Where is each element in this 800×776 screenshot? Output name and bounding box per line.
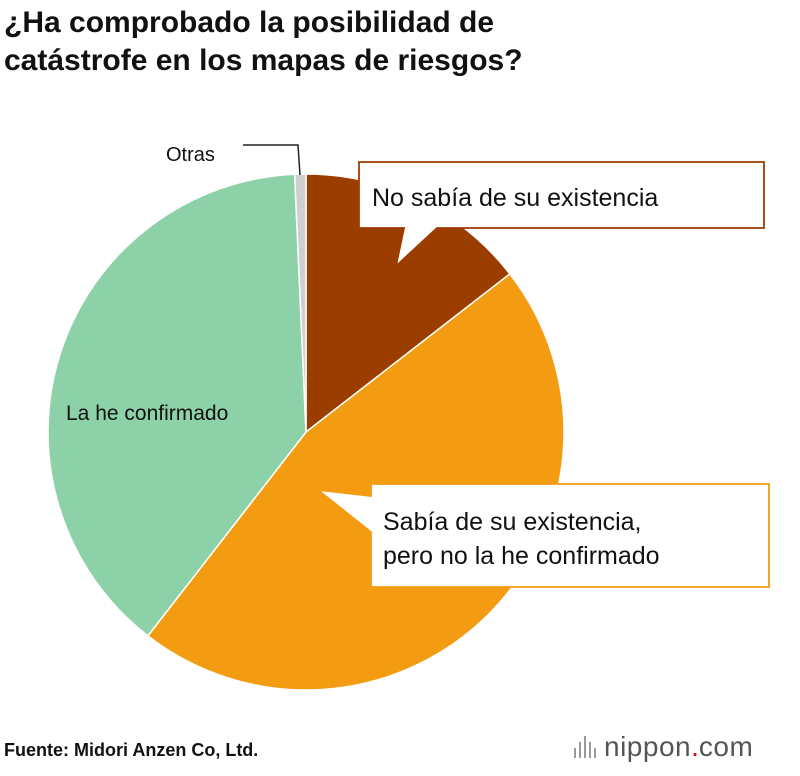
source-note: Fuente: Midori Anzen Co, Ltd. xyxy=(4,740,259,760)
confirmado-label: La he confirmado xyxy=(66,402,228,425)
pie-slices xyxy=(47,173,565,691)
no-sabia-label: No sabía de su existencia xyxy=(372,184,658,212)
no-sabia-callout-box xyxy=(358,161,765,269)
sabia-callout: Sabía de su existencia, pero no la he co… xyxy=(314,483,770,588)
nippon-logo: nippon. com xyxy=(574,731,753,763)
sabia-label-line-1: Sabía de su existencia, xyxy=(383,508,642,536)
brand-tld: com xyxy=(698,731,754,762)
otras-leader-line xyxy=(243,144,301,176)
sabia-callout-box xyxy=(314,483,770,588)
brand-name: nippon xyxy=(604,731,692,762)
nippon-bars-icon xyxy=(574,736,596,758)
chart-title-line-1: ¿Ha comprobado la posibilidad de xyxy=(4,6,495,39)
no-sabia-callout: No sabía de su existencia xyxy=(358,161,765,269)
slice-confirmado xyxy=(47,173,307,637)
chart-title: ¿Ha comprobado la posibilidad de catástr… xyxy=(4,4,784,80)
chart-title-line-2: catástrofe en los mapas de riesgos? xyxy=(4,44,523,77)
sabia-label-line-2: pero no la he confirmado xyxy=(383,542,660,570)
brand-dot: . xyxy=(691,731,699,762)
otras-label: Otras xyxy=(166,144,215,166)
